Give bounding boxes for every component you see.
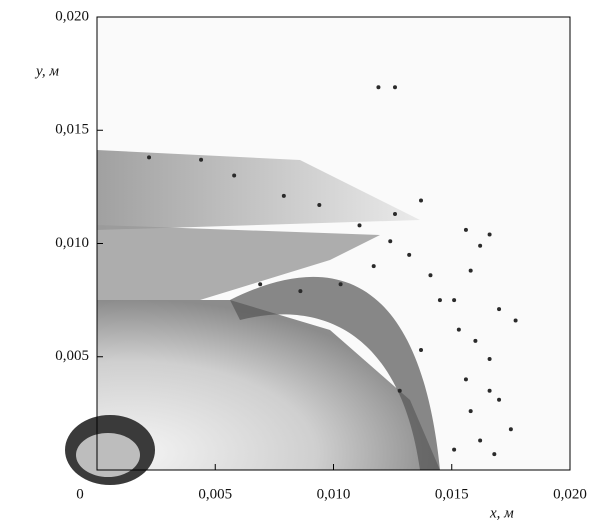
particle	[317, 202, 322, 207]
particle	[487, 357, 492, 362]
particle	[497, 307, 502, 312]
particle	[258, 282, 263, 287]
x-axis-label: x, м	[489, 505, 514, 521]
particle	[487, 388, 492, 393]
particle	[338, 282, 343, 287]
particle	[232, 173, 237, 178]
particle	[513, 318, 518, 323]
y-tick-label: 0,015	[55, 122, 89, 138]
particle	[468, 268, 473, 273]
x-tick-label: 0	[76, 486, 84, 502]
particle	[437, 298, 442, 303]
particle	[397, 388, 402, 393]
x-tick-label: 0,015	[435, 486, 469, 502]
x-tick-label: 0,020	[553, 486, 587, 502]
particle	[452, 298, 457, 303]
particle	[371, 264, 376, 269]
particle	[456, 327, 461, 332]
field-background	[65, 17, 570, 485]
particle	[392, 212, 397, 217]
y-tick-label: 0,005	[55, 348, 89, 364]
x-tick-label: 0,010	[317, 486, 351, 502]
particle	[452, 447, 457, 452]
particle	[419, 347, 424, 352]
particle	[199, 157, 204, 162]
particle	[428, 273, 433, 278]
y-tick-label: 0,020	[55, 8, 89, 24]
y-axis-label: y, м	[34, 63, 59, 79]
particle	[478, 438, 483, 443]
particle	[473, 338, 478, 343]
particle	[281, 193, 286, 198]
y-tick-label: 0,010	[55, 235, 89, 251]
particle	[357, 223, 362, 228]
particle	[419, 198, 424, 203]
particle	[487, 232, 492, 237]
particle	[492, 452, 497, 457]
particle	[298, 289, 303, 294]
particle	[508, 427, 513, 432]
particle	[478, 243, 483, 248]
particle	[147, 155, 152, 160]
particle	[392, 85, 397, 90]
particle	[468, 409, 473, 414]
particle	[463, 377, 468, 382]
particle	[388, 239, 393, 244]
particle	[463, 227, 468, 232]
particle	[497, 397, 502, 402]
x-tick-label: 0,005	[198, 486, 232, 502]
particle	[407, 252, 412, 257]
particle	[376, 85, 381, 90]
